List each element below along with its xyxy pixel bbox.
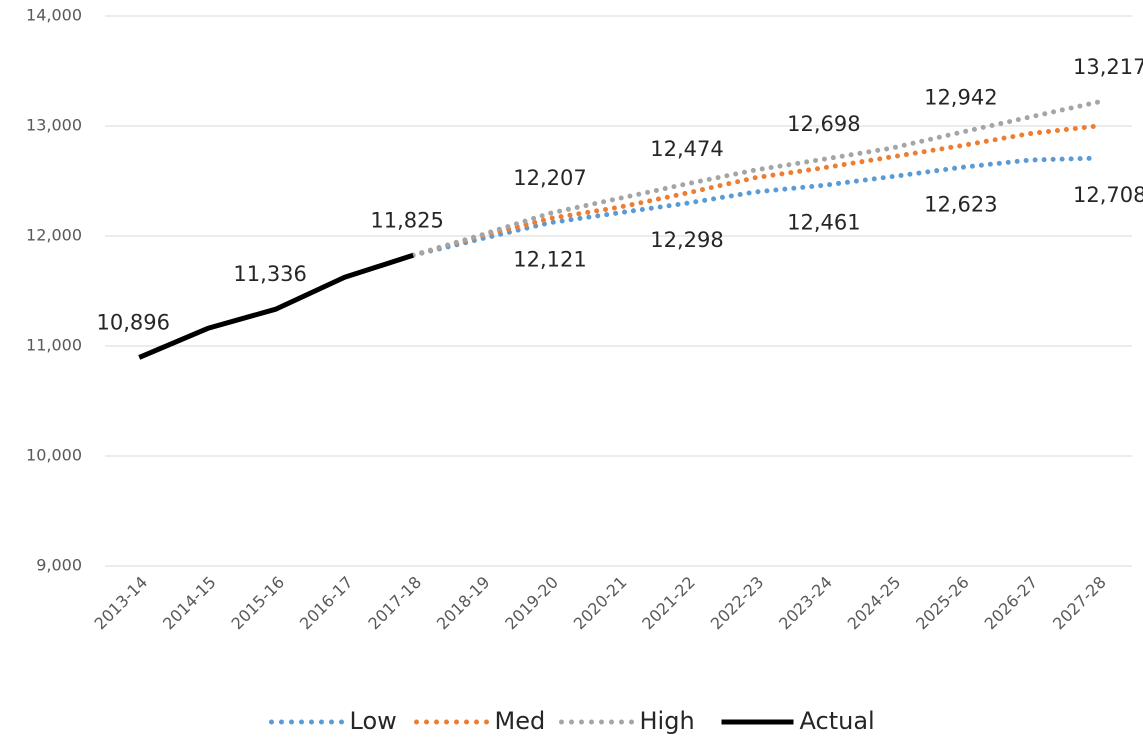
x-tick-label: 2020-21 [570, 573, 631, 634]
x-tick-label: 2023-24 [775, 573, 836, 634]
x-tick-label: 2014-15 [159, 573, 220, 634]
data-label: 12,121 [513, 248, 586, 272]
data-label: 11,336 [233, 262, 306, 286]
legend-item: Low [269, 707, 397, 735]
data-label: 12,474 [650, 137, 723, 161]
data-label: 12,298 [650, 228, 723, 252]
legend-item: High [559, 707, 695, 735]
y-tick-label: 14,000 [26, 6, 82, 25]
y-tick-label: 12,000 [26, 226, 82, 245]
x-tick-label: 2013-14 [91, 573, 152, 634]
x-tick-label: 2026-27 [981, 573, 1042, 634]
x-tick-label: 2021-22 [638, 573, 699, 634]
legend-label: Actual [800, 707, 875, 735]
data-label: 12,207 [513, 166, 586, 190]
data-label: 12,698 [787, 112, 860, 136]
x-tick-label: 2024-25 [844, 573, 905, 634]
data-label: 12,623 [924, 192, 997, 216]
series-line [138, 252, 414, 360]
x-tick-label: 2016-17 [296, 573, 357, 634]
y-tick-label: 9,000 [36, 556, 82, 575]
y-tick-label: 13,000 [26, 116, 82, 135]
x-tick-label: 2015-16 [227, 573, 288, 634]
legend-label: Med [495, 707, 546, 735]
legend-item: Actual [721, 707, 875, 735]
legend-label: Low [350, 707, 397, 735]
x-tick-label: 2018-19 [433, 573, 494, 634]
series-line [410, 99, 1101, 258]
x-tick-label: 2022-23 [707, 573, 768, 634]
legend-item: Med [414, 707, 546, 735]
series-line [410, 123, 1101, 258]
data-label: 11,825 [370, 208, 443, 232]
data-label: 12,461 [787, 210, 860, 234]
data-label: 12,942 [924, 85, 997, 109]
y-tick-label: 11,000 [26, 336, 82, 355]
x-tick-label: 2027-28 [1049, 573, 1110, 634]
data-label: 10,896 [96, 310, 169, 334]
x-tick-label: 2019-20 [501, 573, 562, 634]
series-line [410, 155, 1101, 258]
x-tick-label: 2025-26 [912, 573, 973, 634]
data-label: 13,217 [1073, 55, 1143, 79]
data-label: 12,708 [1073, 183, 1143, 207]
y-tick-label: 10,000 [26, 446, 82, 465]
x-tick-label: 2017-18 [364, 573, 425, 634]
legend-label: High [640, 707, 695, 735]
